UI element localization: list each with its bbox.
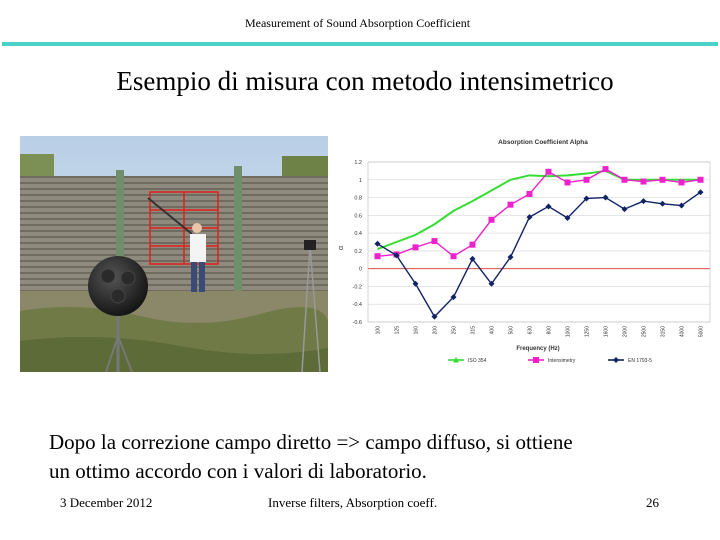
chart-point (526, 214, 533, 221)
chart-x-tick-label: 400 (490, 326, 496, 335)
chart-point (659, 200, 666, 207)
chart-point (678, 179, 685, 186)
chart-point (374, 253, 381, 260)
chart-x-axis-label: Frequency (Hz) (516, 346, 559, 352)
chart-x-tick-label: 630 (528, 326, 534, 335)
chart-point (431, 238, 438, 245)
chart-point (393, 252, 400, 259)
chart-point (507, 201, 514, 208)
chart-point (450, 294, 457, 301)
chart-y-tick-label: 0.8 (354, 196, 362, 202)
noise-barrier (20, 176, 328, 296)
chart-x-tick-label: 100 (376, 326, 382, 335)
chart-plot-area (367, 161, 711, 323)
chart-point (621, 176, 628, 183)
legend-label: ISO 354 (468, 358, 487, 364)
legend-label: EN 1793-5 (628, 358, 652, 364)
chart-point (374, 240, 381, 247)
chart-x-tick-label: 125 (395, 326, 401, 335)
chart-point (545, 168, 552, 175)
chart-point (412, 244, 419, 251)
dodecahedron-loudspeaker (88, 256, 148, 316)
chart-point (469, 241, 476, 248)
chart-y-axis-label: α (338, 246, 345, 250)
chart-point (412, 280, 419, 287)
chart-point (583, 195, 590, 202)
chart-point (583, 176, 590, 183)
chart-point (659, 176, 666, 183)
chart-x-tick-label: 800 (547, 326, 553, 335)
body-text-line-1: Dopo la correzione campo diretto => camp… (49, 430, 573, 454)
chart-y-tick-label: 0.2 (354, 249, 362, 255)
chart-series-line-3 (377, 191, 701, 318)
chart-point (621, 206, 628, 213)
chart-legend: ISO 354 Intensimetry EN 1793-5 (448, 357, 652, 364)
chart-y-tick-label: 1 (359, 178, 362, 184)
legend-marker (613, 357, 619, 363)
footer-center: Inverse filters, Absorption coeff. (268, 495, 438, 510)
chart-point (450, 253, 457, 260)
chart-series-line-2 (377, 168, 701, 258)
chart-y-tick-label: 0.4 (354, 231, 362, 237)
chart-x-tick-label: 2500 (642, 326, 648, 337)
legend-marker (533, 357, 539, 363)
chart-point (545, 203, 552, 210)
slide-title: Esempio di misura con metodo intensimetr… (116, 66, 614, 96)
chart-x-tick-label: 160 (414, 326, 420, 335)
body-text: Dopo la correzione campo diretto => camp… (49, 428, 709, 486)
chart-x-tick-label: 1000 (566, 326, 572, 337)
chart-y-tick-label: 0.6 (354, 213, 362, 219)
chart-point (640, 178, 647, 185)
footer-page-number: 26 (646, 495, 659, 510)
chart-x-tick-label: 1250 (585, 326, 591, 337)
chart-point (431, 313, 438, 320)
chart-point (564, 215, 571, 221)
body-text-line-2: un ottimo accordo con i valori di labora… (49, 459, 427, 483)
chart-x-tick-label: 4000 (680, 326, 686, 337)
legend-label: Intensimetry (548, 358, 576, 364)
measurement-photo (20, 136, 328, 372)
chart-y-tick-label: 0 (359, 267, 362, 273)
chart-x-tick-label: 1600 (604, 326, 610, 337)
chart-x-tick-label: 500 (509, 326, 515, 335)
chart-point (526, 191, 533, 197)
chart-y-tick-label: -0.6 (353, 320, 362, 326)
chart-x-tick-label: 250 (452, 326, 458, 335)
legend-marker (453, 357, 459, 363)
chart-x-tick-label: 5000 (699, 326, 705, 337)
absorption-chart: 1.2 1 0.8 0.6 0.4 0.2 0 -0.2 -0.4 -0.6 100 125 160 20… (338, 132, 718, 370)
chart-point (678, 202, 685, 209)
chart-x-tick-label: 200 (433, 326, 439, 335)
chart-point (488, 280, 495, 287)
footer-date: 3 December 2012 (60, 495, 153, 510)
chart-point (507, 254, 514, 261)
chart-point (469, 255, 476, 262)
chart-point (697, 176, 704, 183)
header-rule (2, 42, 718, 46)
chart-x-tick-label: 3150 (661, 326, 667, 337)
chart-point (564, 179, 571, 186)
chart-point (488, 216, 495, 223)
chart-point (640, 198, 647, 205)
chart-point (602, 194, 609, 201)
slide-header: Measurement of Sound Absorption Coeffici… (244, 16, 471, 30)
chart-point (697, 189, 704, 196)
chart-y-tick-label: -0.2 (353, 284, 362, 290)
chart-x-tick-label: 315 (471, 326, 477, 335)
chart-y-tick-label: 1.2 (354, 160, 362, 166)
chart-point (602, 166, 609, 173)
chart-title: Absorption Coefficient Alpha (498, 139, 588, 146)
chart-series-line-1 (377, 169, 701, 251)
chart-y-tick-label: -0.4 (353, 302, 362, 308)
chart-x-tick-label: 2000 (623, 326, 629, 337)
